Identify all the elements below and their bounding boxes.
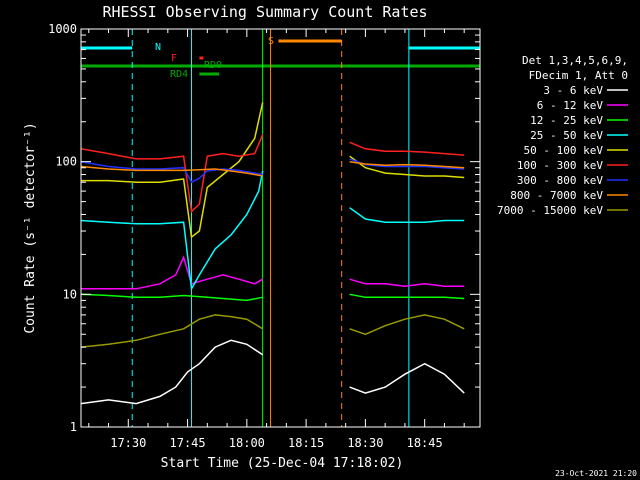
y-tick-label-10: 10 — [63, 287, 77, 301]
series-line-7000-15000-kev-post-gap — [349, 314, 465, 336]
series-line-25-50-kev-post-gap — [349, 207, 465, 223]
status-bars: NFSRD0RD4 — [80, 36, 480, 80]
y-tick-label-1000: 1000 — [48, 22, 77, 36]
series-line-25-50-kev-pre-gap — [80, 170, 264, 292]
series-lines — [80, 102, 465, 405]
x-tick-label-18-00: 18:00 — [229, 436, 265, 450]
legend-label-12-25-kev: 12 - 25 keV — [530, 114, 603, 127]
x-axis: 17:30 17:45 18:00 18:15 18:30 18:45 — [88, 29, 465, 450]
y-tick-label-1: 1 — [70, 420, 77, 434]
series-line-100-300-kev-post-gap — [349, 141, 465, 156]
y-axis: 1 10 100 1000 — [48, 22, 480, 434]
legend-label-100-300-kev: 100 - 300 keV — [517, 159, 603, 172]
legend-header-line-0: Det 1,3,4,5,6,9, — [522, 54, 628, 67]
series-line-50-100-kev-post-gap — [349, 155, 465, 179]
y-tick-label-100: 100 — [55, 155, 77, 169]
series-line-6-12-kev-post-gap — [349, 278, 465, 288]
x-tick-label-18-45: 18:45 — [407, 436, 443, 450]
legend-header-line-1: FDecim 1, Att 0 — [529, 69, 628, 82]
x-axis-label: Start Time (25-Dec-04 17:18:02) — [161, 456, 404, 471]
series-line-800-7000-kev-pre-gap — [80, 165, 263, 177]
plot-frame — [80, 28, 481, 428]
legend-label-25-50-kev: 25 - 50 keV — [530, 129, 603, 142]
legend-label-300-800-kev: 300 - 800 keV — [517, 174, 603, 187]
legend: Det 1,3,4,5,6,9, FDecim 1, Att 0 3 - 6 keV… — [497, 54, 628, 217]
bar-label-f: F — [171, 53, 177, 64]
legend-label-6-12-kev: 6 - 12 keV — [537, 99, 604, 112]
footer-date: 23-Oct-2021 21:20 — [555, 469, 637, 478]
series-line-50-100-kev-pre-gap — [80, 102, 264, 239]
legend-label-800-7000-kev: 800 - 7000 keV — [510, 189, 603, 202]
y-axis-label: Count Rate (s⁻¹ detector⁻¹) — [23, 122, 38, 333]
series-line-12-25-kev-post-gap — [349, 293, 465, 300]
x-tick-label-18-15: 18:15 — [288, 436, 324, 450]
legend-label-50-100-kev: 50 - 100 keV — [524, 144, 604, 157]
series-line-3-6-kev-pre-gap — [80, 339, 264, 405]
legend-label-3-6-kev: 3 - 6 keV — [543, 84, 603, 97]
bar-label-n: N — [155, 42, 161, 53]
series-line-3-6-kev-post-gap — [349, 362, 465, 394]
legend-label-7000-15000-kev: 7000 - 15000 keV — [497, 204, 603, 217]
series-line-12-25-kev-pre-gap — [80, 293, 263, 302]
series-line-100-300-kev-pre-gap — [80, 134, 264, 214]
x-tick-label-17-45: 17:45 — [170, 436, 206, 450]
x-tick-label-18-30: 18:30 — [347, 436, 383, 450]
bar-label-rd0: RD0 — [204, 60, 222, 71]
series-line-800-7000-kev-post-gap — [349, 160, 465, 169]
bar-label-rd4: RD4 — [170, 69, 188, 80]
series-line-7000-15000-kev-pre-gap — [80, 314, 264, 348]
series-line-6-12-kev-pre-gap — [80, 255, 264, 290]
chart-title: RHESSI Observing Summary Count Rates — [102, 3, 427, 21]
x-tick-label-17-30: 17:30 — [110, 436, 146, 450]
series-line-300-800-kev-pre-gap — [80, 160, 263, 184]
